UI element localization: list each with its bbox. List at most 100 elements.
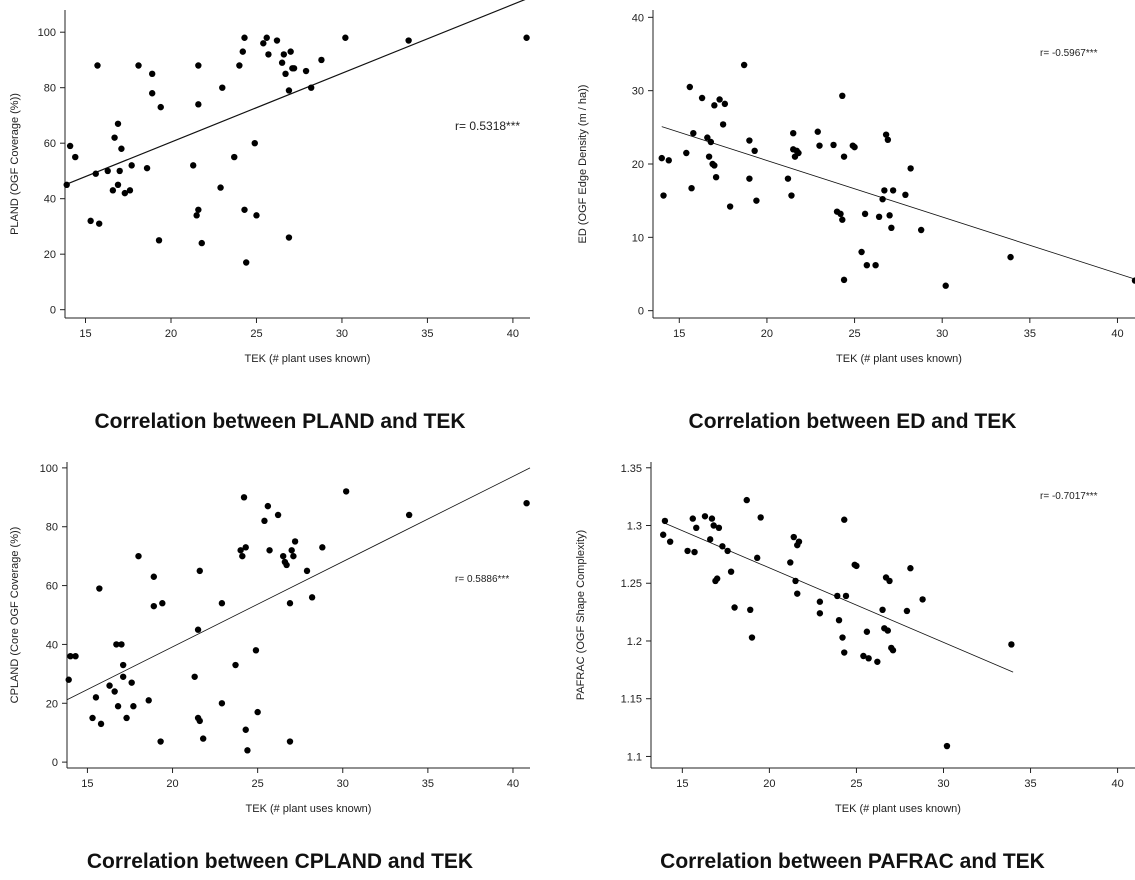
data-point (219, 84, 226, 91)
x-axis-label: TEK (# plant uses known) (835, 803, 961, 815)
y-tick-label: 1.3 (627, 521, 642, 533)
data-point (754, 554, 761, 562)
x-tick-label: 30 (937, 778, 949, 790)
x-tick-label: 20 (763, 778, 775, 790)
data-point (884, 136, 892, 143)
data-point (712, 174, 720, 181)
x-tick-label: 35 (421, 328, 433, 340)
y-tick-label: 40 (44, 194, 56, 206)
data-point (150, 602, 158, 610)
y-axis-label: PAFRAC (OGF Shape Complexity) (575, 530, 587, 700)
data-point (841, 649, 848, 656)
data-point (288, 547, 295, 554)
data-point (747, 606, 754, 614)
pland-chart-title: Correlation between PLAND and TEK (94, 410, 466, 433)
x-tick-label: 20 (165, 328, 177, 340)
data-point (218, 600, 226, 607)
scatter-plot-svg: 0 10 20 30 40 15 20 25 30 35 40 TEK (# plant uses k… (577, 10, 1135, 365)
data-point (858, 248, 865, 256)
data-point (128, 162, 135, 169)
y-tick-label: 60 (44, 138, 56, 150)
data-point (861, 210, 869, 218)
data-point (660, 192, 667, 199)
data-point (319, 544, 326, 551)
data-point (241, 34, 248, 41)
data-point (917, 226, 925, 234)
data-point (119, 673, 127, 680)
data-point (191, 673, 198, 680)
data-point (851, 143, 858, 151)
data-point (242, 544, 249, 551)
data-point (198, 239, 205, 247)
x-tick-label: 25 (250, 328, 262, 340)
data-point (790, 130, 797, 137)
x-tick-label: 25 (850, 778, 862, 790)
y-tick-label: 40 (632, 12, 644, 24)
data-point (884, 627, 891, 634)
x-tick-label: 40 (507, 328, 519, 340)
x-tick-label: 30 (337, 778, 349, 790)
data-point (792, 577, 799, 585)
data-point (342, 34, 349, 41)
data-point (196, 567, 203, 575)
data-point (265, 51, 272, 58)
data-point (195, 206, 202, 213)
data-point (1131, 277, 1135, 284)
data-point (814, 128, 821, 135)
data-point (150, 573, 158, 580)
y-tick-label: 30 (632, 86, 644, 98)
data-point (886, 212, 893, 219)
data-point (863, 628, 871, 635)
data-point (119, 661, 127, 669)
data-point (748, 634, 756, 641)
data-point (111, 134, 118, 141)
data-point (243, 259, 250, 266)
data-point (889, 187, 897, 194)
data-point (795, 149, 802, 157)
data-point (253, 212, 260, 219)
data-point (195, 101, 202, 108)
data-point (719, 543, 726, 550)
y-tick-label: 10 (632, 232, 644, 244)
data-point (881, 187, 888, 194)
data-point (266, 547, 273, 554)
data-point (727, 568, 735, 575)
pland-scatter-panel: 0 20 40 60 80 100 15 20 25 30 35 40 TEK (# plant use… (0, 0, 560, 440)
data-point (886, 577, 893, 585)
data-point (666, 538, 674, 545)
data-point (1008, 641, 1015, 648)
data-point (287, 48, 294, 55)
data-point (724, 547, 731, 555)
data-point (194, 626, 202, 633)
y-tick-label: 80 (46, 522, 58, 534)
data-point (746, 175, 753, 182)
data-point (816, 610, 824, 617)
data-point (126, 187, 134, 194)
data-point (875, 213, 883, 220)
data-point (691, 548, 698, 556)
y-tick-label: 20 (46, 698, 58, 710)
data-point (239, 48, 246, 55)
data-point (816, 598, 824, 605)
data-point (707, 138, 715, 146)
y-tick-label: 1.25 (621, 578, 642, 590)
data-point (721, 100, 729, 108)
y-tick-label: 20 (44, 249, 56, 261)
data-point (118, 641, 125, 648)
data-point (753, 197, 760, 204)
data-point (278, 59, 286, 66)
data-point (784, 175, 792, 182)
data-point (116, 167, 123, 175)
data-point (342, 488, 350, 495)
data-point (942, 282, 949, 289)
data-point (251, 139, 258, 147)
data-point (199, 735, 207, 742)
data-point (89, 714, 96, 722)
data-point (919, 596, 926, 603)
axes: 0 20 40 60 80 100 15 20 25 30 35 40 (40, 462, 530, 790)
x-tick-label: 15 (81, 778, 93, 790)
data-point (711, 162, 718, 169)
y-tick-label: 1.2 (627, 636, 642, 648)
data-point (686, 83, 694, 91)
x-tick-label: 35 (1024, 778, 1036, 790)
